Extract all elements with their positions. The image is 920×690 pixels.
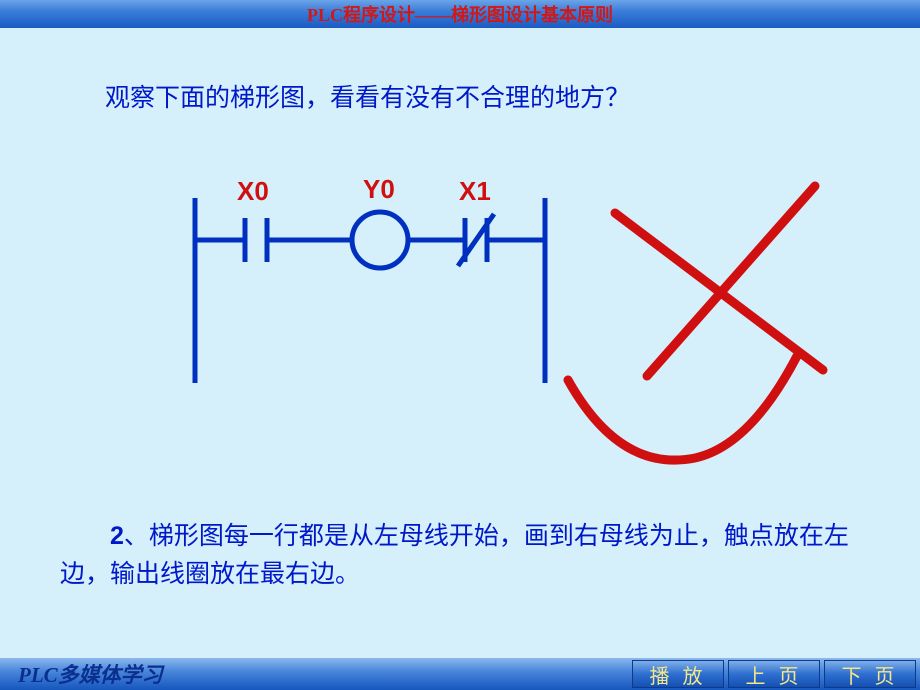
page-title: PLC程序设计——梯形图设计基本原则 bbox=[307, 1, 613, 27]
rule-body: 、梯形图每一行都是从左母线开始，画到右母线为止，触点放在左边，输出线圈放在最右边… bbox=[60, 523, 849, 588]
label-x0: X0 bbox=[237, 176, 269, 206]
label-y0: Y0 bbox=[363, 174, 395, 204]
label-x1: X1 bbox=[459, 176, 491, 206]
footer-buttons: 播 放 上 页 下 页 bbox=[632, 660, 916, 688]
question-text: 观察下面的梯形图，看看有没有不合理的地方？ bbox=[105, 78, 630, 114]
ladder-diagram: X0 Y0 X1 bbox=[175, 158, 855, 488]
wrong-mark-hook bbox=[568, 356, 797, 460]
prev-button[interactable]: 上 页 bbox=[728, 660, 820, 688]
rule-text: 2、梯形图每一行都是从左母线开始，画到右母线为止，触点放在左边，输出线圈放在最右… bbox=[60, 518, 860, 593]
title-bar: PLC程序设计——梯形图设计基本原则 bbox=[0, 0, 920, 28]
play-button[interactable]: 播 放 bbox=[632, 660, 724, 688]
content-area: 观察下面的梯形图，看看有没有不合理的地方？ X0 Y0 X1 2、梯形图 bbox=[0, 28, 920, 658]
footer-brand: PLC多媒体学习 bbox=[18, 659, 163, 689]
rule-number: 2 bbox=[110, 522, 124, 550]
footer-bar: PLC多媒体学习 播 放 上 页 下 页 bbox=[0, 658, 920, 690]
next-button[interactable]: 下 页 bbox=[824, 660, 916, 688]
